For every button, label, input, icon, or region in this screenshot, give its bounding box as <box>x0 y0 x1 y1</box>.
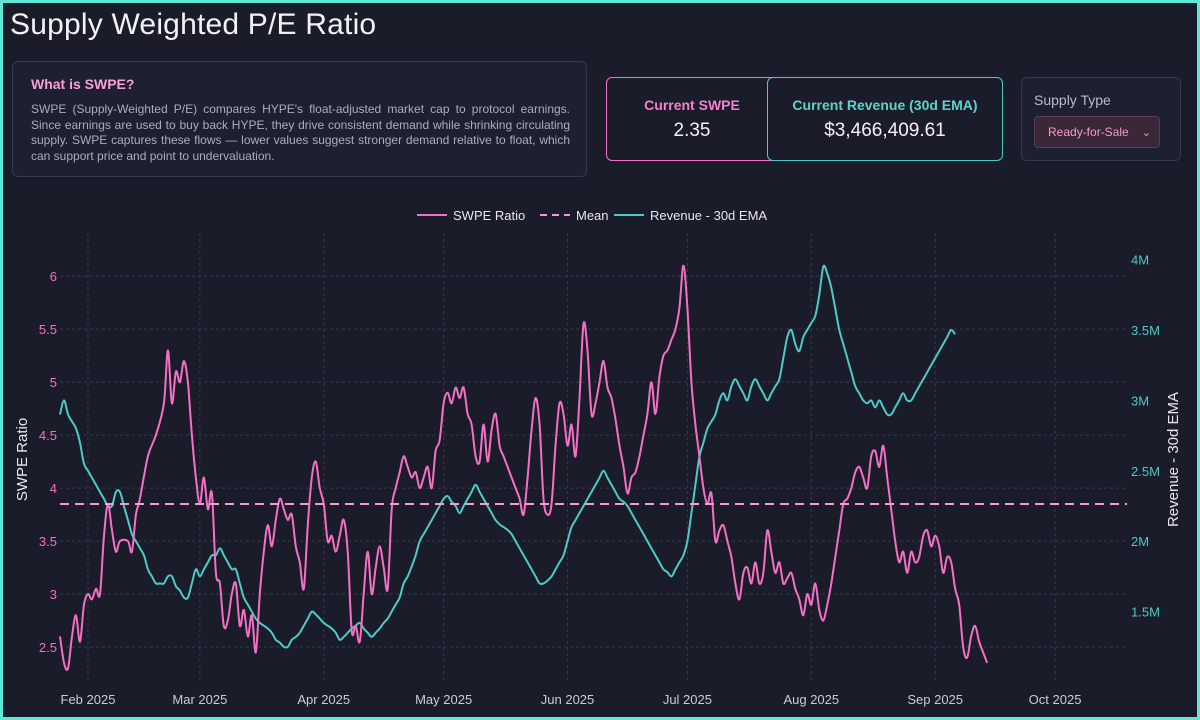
y-tick-label: 6 <box>50 269 57 284</box>
current-swpe-value: 2.35 <box>673 119 711 141</box>
x-tick-label: Mar 2025 <box>172 692 227 707</box>
y2-tick-label: 2.5M <box>1131 464 1160 479</box>
y-tick-label: 4.5 <box>39 428 57 443</box>
current-revenue-card: Current Revenue (30d EMA) $3,466,409.61 <box>767 77 1003 161</box>
y-axis-title: SWPE Ratio <box>14 418 31 501</box>
y2-tick-label: 1.5M <box>1131 605 1160 620</box>
x-tick-label: Sep 2025 <box>907 692 963 707</box>
y-tick-label: 5 <box>50 375 57 390</box>
current-swpe-card: Current SWPE 2.35 <box>606 77 778 161</box>
y2-axis-title: Revenue - 30d EMA <box>1165 392 1182 527</box>
x-tick-label: Jun 2025 <box>541 692 595 707</box>
swpe-chart: Feb 2025 Mar 2025 Apr 2025 May 2025 Jun 2025… <box>14 208 1182 707</box>
x-tick-label: Oct 2025 <box>1029 692 1082 707</box>
x-tick-label: Apr 2025 <box>297 692 350 707</box>
current-revenue-label: Current Revenue (30d EMA) <box>792 96 978 113</box>
revenue-ema-line <box>59 264 956 649</box>
chevron-down-icon: ⌄ <box>1141 126 1151 139</box>
legend-swpe-label: SWPE Ratio <box>453 208 525 223</box>
page-title: Supply Weighted P/E Ratio <box>10 8 377 41</box>
supply-type-select[interactable]: Ready-for-Sale ⌄ <box>1034 116 1160 148</box>
supply-type-label: Supply Type <box>1034 92 1111 108</box>
legend-mean-label: Mean <box>576 208 609 223</box>
y-tick-label: 5.5 <box>39 322 57 337</box>
current-revenue-value: $3,466,409.61 <box>824 119 946 141</box>
y-tick-label: 4 <box>50 481 57 496</box>
info-panel: What is SWPE? SWPE (Supply-Weighted P/E)… <box>12 61 587 177</box>
y-tick-label: 2.5 <box>39 640 57 655</box>
legend-revenue-label: Revenue - 30d EMA <box>650 208 767 223</box>
supply-type-selected: Ready-for-Sale <box>1048 125 1129 139</box>
y2-tick-label: 2M <box>1131 534 1149 549</box>
y2-tick-label: 3.5M <box>1131 323 1160 338</box>
x-tick-label: May 2025 <box>415 692 472 707</box>
info-title: What is SWPE? <box>31 76 135 92</box>
x-tick-label: Jul 2025 <box>663 692 712 707</box>
x-tick-label: Aug 2025 <box>783 692 839 707</box>
y2-tick-label: 3M <box>1131 393 1149 408</box>
supply-type-panel: Supply Type Ready-for-Sale ⌄ <box>1021 77 1181 161</box>
x-tick-label: Feb 2025 <box>61 692 116 707</box>
swpe-ratio-line <box>59 264 989 671</box>
info-description: SWPE (Supply-Weighted P/E) compares HYPE… <box>31 102 570 163</box>
current-swpe-label: Current SWPE <box>644 96 740 113</box>
y-tick-label: 3 <box>50 587 57 602</box>
y2-tick-label: 4M <box>1131 253 1149 268</box>
y-tick-label: 3.5 <box>39 534 57 549</box>
